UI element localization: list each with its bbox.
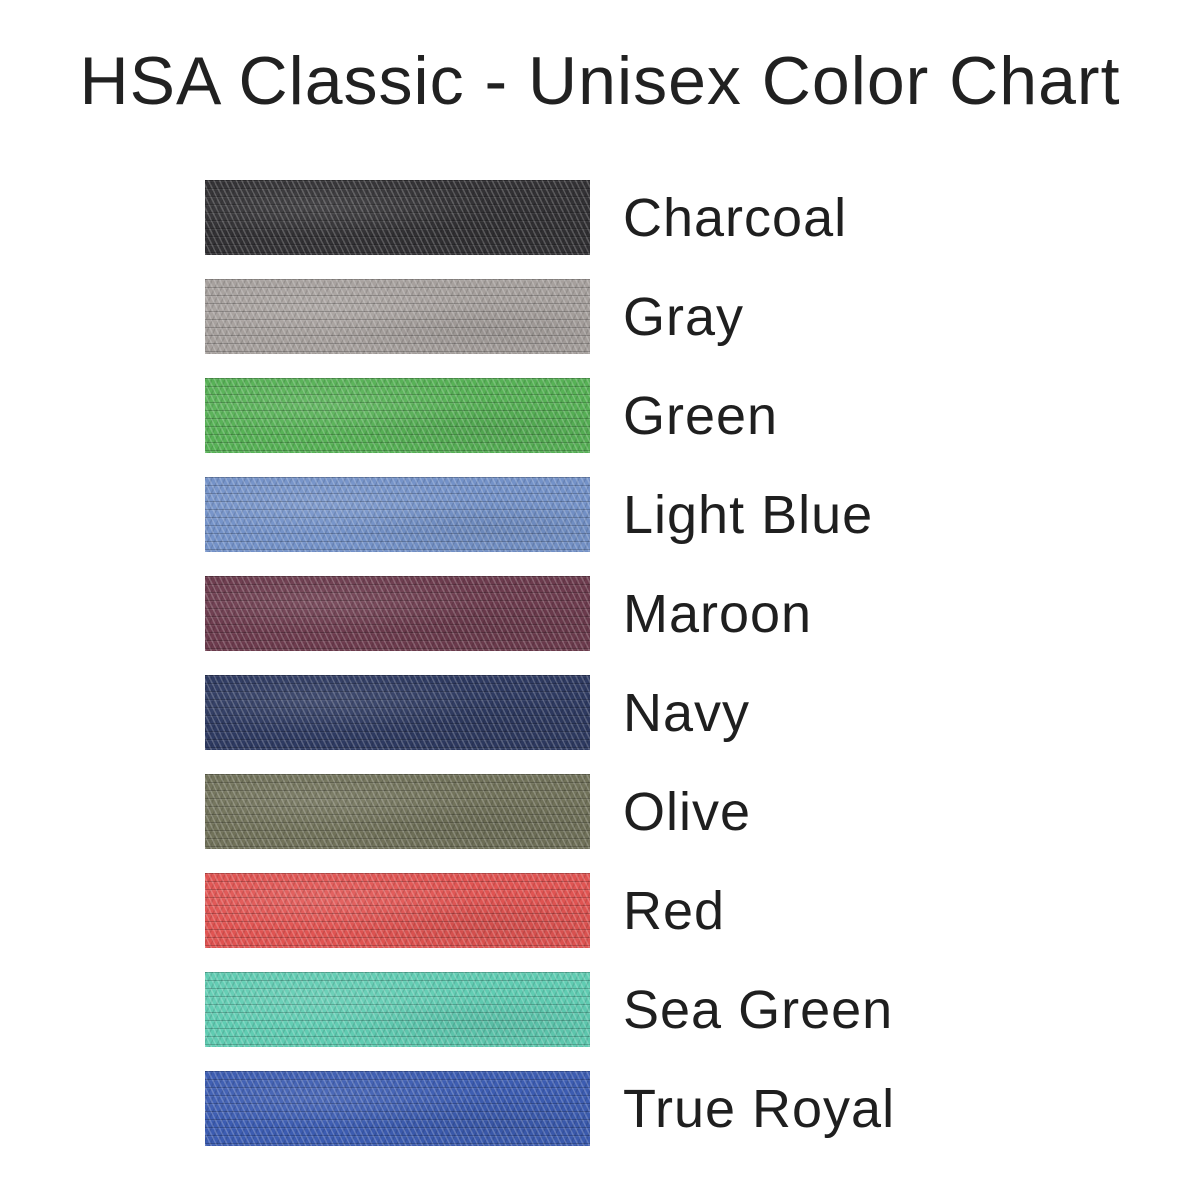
swatch-charcoal (205, 180, 590, 255)
color-label: Charcoal (623, 187, 848, 248)
swatch-sea-green (205, 972, 590, 1047)
swatch-red (205, 873, 590, 948)
color-label: True Royal (623, 1078, 896, 1139)
color-row-gray: Gray (205, 279, 895, 354)
swatch-olive (205, 774, 590, 849)
swatch-true-royal (205, 1071, 590, 1146)
color-row-red: Red (205, 873, 895, 948)
color-row-charcoal: Charcoal (205, 180, 895, 255)
page-title: HSA Classic - Unisex Color Chart (79, 43, 1121, 119)
swatch-green (205, 378, 590, 453)
swatch-gray (205, 279, 590, 354)
color-label: Light Blue (623, 484, 874, 545)
color-label: Sea Green (623, 979, 894, 1040)
color-label: Navy (623, 682, 751, 743)
color-row-maroon: Maroon (205, 576, 895, 651)
swatch-maroon (205, 576, 590, 651)
color-label: Gray (623, 286, 745, 347)
swatch-light-blue (205, 477, 590, 552)
color-label: Olive (623, 781, 752, 842)
color-row-olive: Olive (205, 774, 895, 849)
color-row-sea-green: Sea Green (205, 972, 895, 1047)
color-row-green: Green (205, 378, 895, 453)
color-row-true-royal: True Royal (205, 1071, 895, 1146)
color-label: Maroon (623, 583, 813, 644)
color-rows: Charcoal Gray Green Light Blue Maroon Na… (205, 180, 895, 1170)
swatch-navy (205, 675, 590, 750)
color-label: Green (623, 385, 779, 446)
color-row-navy: Navy (205, 675, 895, 750)
color-row-light-blue: Light Blue (205, 477, 895, 552)
color-label: Red (623, 880, 726, 941)
